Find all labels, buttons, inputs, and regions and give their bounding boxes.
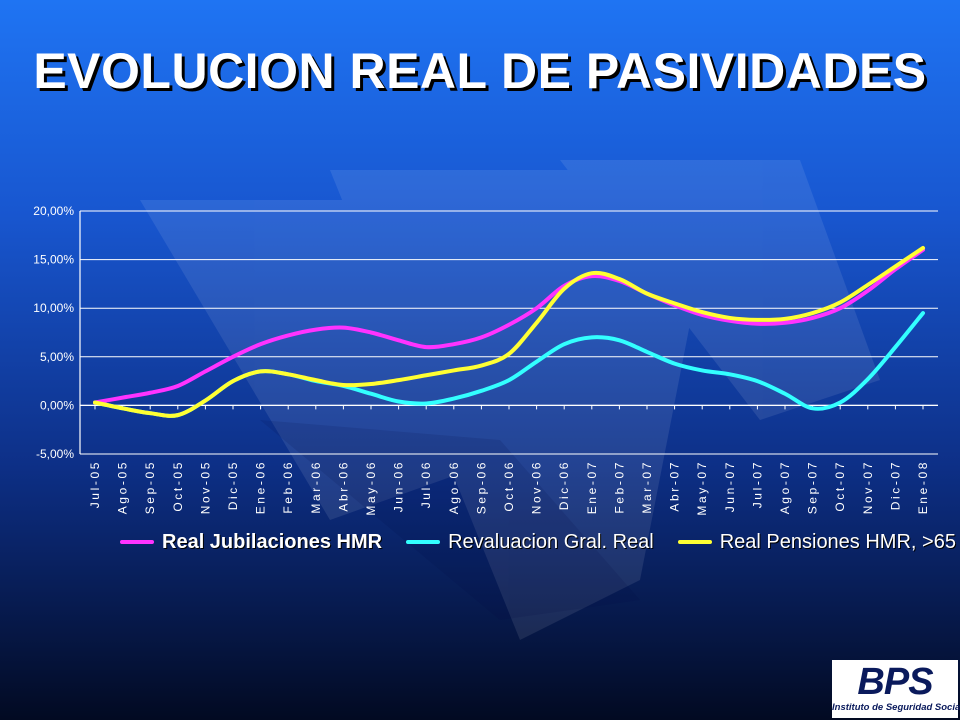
y-tick-label: -5,00% xyxy=(36,447,74,461)
x-tick-label: Ago-06 xyxy=(447,460,461,514)
legend-label-revaluacion: Revaluacion Gral. Real xyxy=(448,530,654,553)
y-tick-label: 20,00% xyxy=(33,204,74,218)
legend-swatch-jubilaciones xyxy=(120,540,154,544)
x-tick-label: Mar-06 xyxy=(309,460,323,514)
y-tick-label: 5,00% xyxy=(40,350,74,364)
y-tick-labels: -5,00% 0,00% 5,00% 10,00% 15,00% 20,00% xyxy=(33,204,74,461)
y-tick-label: 15,00% xyxy=(33,253,74,267)
series-line-pensiones xyxy=(93,245,925,418)
x-tick-label: Dic-06 xyxy=(557,460,571,510)
x-tick-label: Feb-07 xyxy=(612,460,626,514)
x-tick-label: Sep-05 xyxy=(143,460,157,514)
x-tick-label: Jun-06 xyxy=(392,460,406,512)
x-tick-label: Nov-05 xyxy=(198,460,212,514)
legend-item-pensiones: Real Pensiones HMR, >65 años xyxy=(677,530,960,554)
x-tick-label: Sep-06 xyxy=(474,460,488,514)
x-tick-label: Jul-07 xyxy=(750,460,764,508)
legend-swatch-pensiones xyxy=(677,540,712,544)
bps-logo-text: BPS xyxy=(857,661,933,703)
x-tick-label: Ene-07 xyxy=(585,460,599,514)
x-tick-label: Jul-06 xyxy=(419,460,433,508)
x-tick-labels: Jul-05 Ago-05 Sep-05 Oct-05 Nov-05 Dic-05 Ene-… xyxy=(88,460,930,516)
x-tick-label: May-06 xyxy=(364,460,378,516)
chart-legend: Real Jubilaciones HMR Revaluacion Gral. … xyxy=(120,524,960,560)
slide-title: EVOLUCION REAL DE PASIVIDADES xyxy=(33,43,927,99)
bps-logo-subtitle: Instituto de Seguridad Social xyxy=(832,702,960,713)
x-tick-label: Ene-06 xyxy=(254,460,268,514)
x-tick-label: Abr-07 xyxy=(668,460,682,512)
legend-item-jubilaciones: Real Jubilaciones HMR xyxy=(120,531,382,554)
series-line-jubilaciones xyxy=(93,247,925,405)
x-tick-label: Jul-05 xyxy=(88,460,102,508)
x-tick-label: Jun-07 xyxy=(723,460,737,512)
x-tick-label: Nov-06 xyxy=(530,460,544,514)
x-tick-label: Ago-05 xyxy=(116,460,130,514)
x-tick-label: Oct-07 xyxy=(833,460,847,512)
x-tick-label: Dic-05 xyxy=(226,460,240,510)
x-tick-label: Oct-05 xyxy=(171,460,185,512)
plot-area xyxy=(80,211,938,454)
x-tick-label: Nov-07 xyxy=(861,460,875,514)
y-tick-label: 10,00% xyxy=(33,301,74,315)
x-tick-label: Feb-06 xyxy=(281,460,295,514)
legend-swatch-revaluacion xyxy=(406,540,441,544)
legend-item-revaluacion: Revaluacion Gral. Real xyxy=(406,531,654,554)
y-tick-label: 0,00% xyxy=(40,398,74,412)
x-tick-label: Abr-06 xyxy=(336,460,350,512)
axes xyxy=(79,211,938,454)
legend-label-jubilaciones: Real Jubilaciones HMR xyxy=(162,530,383,553)
legend-label-pensiones: Real Pensiones HMR, >65 años xyxy=(719,530,960,553)
bps-logo: BPS Instituto de Seguridad Social xyxy=(832,660,960,718)
x-tick-label: Sep-07 xyxy=(806,460,820,514)
x-tick-label: Mar-07 xyxy=(640,460,654,514)
x-tick-label: May-07 xyxy=(695,460,709,516)
x-tick-label: Ago-07 xyxy=(778,460,792,514)
series-lines xyxy=(93,245,925,418)
x-tick-label: Oct-06 xyxy=(502,460,516,512)
x-tick-label: Ene-08 xyxy=(916,460,930,514)
grid xyxy=(80,210,938,455)
x-tick-label: Dic-07 xyxy=(888,460,902,510)
